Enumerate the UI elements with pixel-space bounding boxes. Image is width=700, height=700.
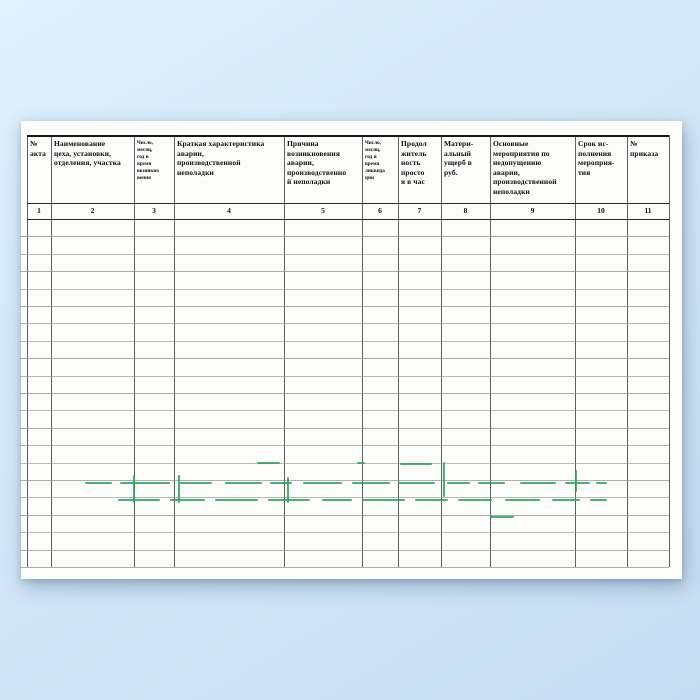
column-number-6: 6 (378, 206, 382, 215)
table-row-line (20, 445, 669, 446)
table-row-line (20, 428, 669, 429)
table-row-line (20, 567, 669, 568)
green-pen-mark (565, 482, 590, 485)
table-vertical-line (398, 135, 399, 567)
green-pen-mark (478, 482, 505, 485)
green-pen-mark (596, 482, 607, 485)
table-row-line (20, 271, 669, 272)
numbers-separator-line (27, 219, 669, 220)
green-pen-mark (85, 482, 112, 485)
table-row-line (20, 410, 669, 411)
green-pen-mark (490, 516, 514, 519)
column-number-7: 7 (417, 206, 422, 215)
table-vertical-line (490, 135, 491, 567)
green-pen-mark (180, 482, 212, 485)
green-pen-mark (322, 499, 352, 502)
table-vertical-line (362, 135, 363, 567)
table-row-line (20, 236, 669, 237)
green-pen-mark (270, 482, 292, 485)
column-header-2: Наименование цеха, установки, отделения,… (54, 139, 121, 168)
column-header-9: Основные мероприятия по недопущению авар… (493, 139, 557, 196)
table-vertical-line (441, 135, 442, 567)
table-vertical-line (284, 135, 285, 567)
table-row-line (20, 289, 669, 290)
table-row-line (20, 358, 669, 359)
green-pen-mark (520, 482, 556, 485)
green-pen-mark (590, 499, 607, 502)
column-header-1: № акта (30, 139, 46, 158)
table-vertical-line (669, 135, 670, 567)
column-header-10: Срок ис- полнения мероприя- тия (578, 139, 615, 177)
column-header-11: № приказа (630, 139, 659, 158)
green-pen-mark (170, 499, 205, 502)
column-header-8: Матери- альный ущерб в руб. (444, 139, 474, 177)
green-pen-mark (362, 499, 405, 502)
column-header-3: Число, месяц, год и время возникно вения (137, 140, 159, 181)
green-pen-tick (443, 462, 446, 497)
green-pen-mark (458, 499, 492, 502)
table-top-border (27, 135, 669, 137)
table-row-line (20, 341, 669, 342)
table-row-line (20, 480, 669, 481)
green-pen-mark (552, 499, 580, 502)
column-number-11: 11 (644, 206, 652, 215)
green-pen-tick (133, 475, 136, 503)
green-pen-mark (303, 482, 342, 485)
scanned-journal-page: № акта 1 Наименование цеха, установки, отд… (20, 121, 682, 579)
green-pen-mark (215, 499, 258, 502)
column-header-7: Продол житель ность просто я в час (401, 139, 427, 187)
column-number-4: 4 (227, 206, 231, 215)
green-pen-tick (575, 470, 578, 492)
green-pen-mark (398, 482, 435, 485)
table-vertical-line (575, 135, 576, 567)
column-number-9: 9 (530, 206, 535, 215)
column-number-1: 1 (37, 206, 41, 215)
column-number-3: 3 (152, 206, 156, 215)
column-header-5: Причина возникновения аварии, производст… (287, 139, 347, 187)
table-row-line (20, 323, 669, 324)
table-vertical-line (27, 135, 28, 567)
column-header-4: Краткая характеристика аварии, производс… (177, 139, 265, 177)
table-vertical-line (134, 135, 135, 567)
table-vertical-line (174, 135, 175, 567)
table-row-line (20, 463, 669, 464)
table-row-line (20, 497, 669, 498)
green-pen-mark (352, 482, 390, 485)
green-pen-mark (120, 482, 170, 485)
table-row-line (20, 515, 669, 516)
table-vertical-line (51, 135, 52, 567)
column-number-5: 5 (321, 206, 325, 215)
green-pen-mark (257, 462, 280, 465)
accident-log-table: № акта 1 Наименование цеха, установки, отд… (20, 135, 670, 568)
header-separator-line (27, 203, 669, 204)
table-row-line (20, 254, 669, 255)
green-pen-mark (415, 499, 448, 502)
green-pen-mark (447, 482, 470, 485)
column-number-10: 10 (597, 206, 605, 215)
column-number-8: 8 (463, 206, 468, 215)
column-number-2: 2 (90, 206, 95, 215)
table-vertical-line (627, 135, 628, 567)
green-pen-mark (225, 482, 262, 485)
green-pen-tick (287, 477, 290, 503)
green-pen-mark (400, 463, 432, 466)
green-pen-tick (178, 475, 181, 503)
table-row-line (20, 376, 669, 377)
table-row-line (20, 532, 669, 533)
table-row-line (20, 550, 669, 551)
column-header-6: Число, месяц, год и время ликвида ции (365, 140, 385, 181)
green-pen-mark (505, 499, 540, 502)
table-row-line (20, 393, 669, 394)
green-pen-mark (357, 462, 365, 465)
table-row-line (20, 306, 669, 307)
green-pen-mark (118, 499, 160, 502)
